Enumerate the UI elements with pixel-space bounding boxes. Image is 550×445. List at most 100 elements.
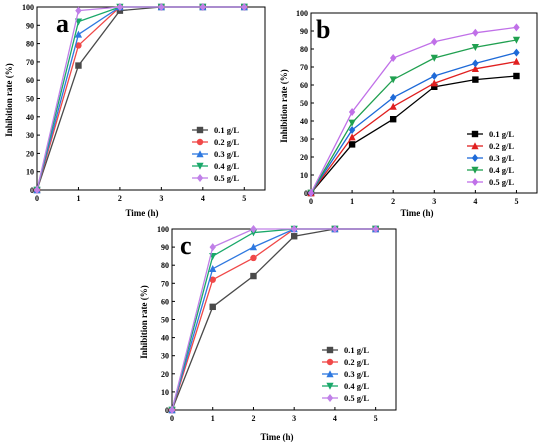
y-tick-label: 100	[157, 225, 169, 234]
panel-label: a	[56, 9, 69, 38]
legend-item: 0.5 g/L	[467, 177, 514, 187]
data-point	[250, 272, 257, 280]
legend: 0.1 g/L 0.2 g/L 0.3 g/L 0.4 g/L 0.5 g/L	[192, 125, 239, 183]
legend-label: 0.1 g/L	[489, 129, 514, 139]
legend-item: 0.2 g/L	[467, 141, 514, 151]
series-layer	[168, 225, 380, 414]
legend-label: 0.3 g/L	[489, 153, 514, 163]
data-point	[168, 406, 176, 414]
data-point	[249, 243, 258, 251]
series-3	[307, 48, 520, 197]
legend-swatch-marker	[471, 154, 479, 162]
legend-swatch-marker	[326, 346, 334, 354]
series-5	[307, 23, 520, 197]
y-tick-label: 40	[161, 334, 169, 343]
data-point	[431, 37, 438, 46]
x-tick-label: 1	[76, 194, 80, 203]
data-point	[116, 3, 124, 11]
series-line	[171, 228, 376, 411]
data-point	[348, 108, 356, 116]
data-point	[430, 79, 438, 87]
legend-label: 0.1 g/L	[214, 125, 239, 135]
y-tick-label: 20	[161, 370, 169, 379]
legend-swatch-marker	[196, 162, 204, 170]
data-point	[431, 72, 438, 80]
data-point	[512, 57, 521, 65]
legend-swatch-marker	[196, 174, 204, 182]
x-tick-label: 1	[350, 197, 354, 206]
legend-item: 0.4 g/L	[322, 381, 369, 391]
x-axis-label: Time (h)	[125, 208, 158, 218]
x-tick-label: 3	[432, 197, 436, 206]
data-point	[389, 102, 397, 110]
data-point	[348, 119, 356, 127]
y-tick-label: 50	[161, 316, 169, 325]
series-line	[310, 39, 517, 194]
x-tick-label: 5	[242, 194, 246, 203]
y-tick-label: 100	[22, 3, 34, 12]
chart-panel-a: a Time (h) Inhibition rate (%) 0 1 2 3 4 5010…	[4, 3, 266, 218]
legend-swatch-marker	[471, 142, 479, 150]
data-point	[33, 186, 41, 194]
legend-swatch-marker	[471, 166, 479, 174]
data-point	[331, 225, 339, 233]
data-point	[74, 30, 83, 38]
legend-item: 0.5 g/L	[192, 173, 239, 183]
x-tick-label: 4	[473, 197, 477, 206]
data-point	[348, 126, 356, 134]
legend: 0.1 g/L 0.2 g/L 0.3 g/L 0.4 g/L 0.5 g/L	[322, 345, 369, 403]
data-point	[199, 3, 207, 11]
x-tick-label: 0	[35, 194, 39, 203]
y-tick-label: 70	[161, 279, 169, 288]
y-tick-label: 70	[300, 63, 308, 72]
x-tick-label: 1	[211, 414, 215, 423]
data-point	[209, 243, 216, 252]
legend-item: 0.4 g/L	[467, 165, 514, 175]
y-axis-label: Inhibition rate (%)	[4, 63, 14, 137]
y-tick-label: 40	[300, 117, 308, 126]
data-point	[209, 303, 216, 311]
y-tick-label: 30	[300, 135, 308, 144]
x-tick-label: 0	[309, 197, 313, 206]
x-tick-label: 5	[374, 414, 378, 423]
legend-label: 0.5 g/L	[214, 173, 239, 183]
data-point	[348, 133, 356, 141]
legend-label: 0.2 g/L	[344, 357, 369, 367]
data-point	[75, 62, 82, 69]
y-tick-label: 0	[30, 186, 34, 195]
series-line	[36, 6, 245, 191]
data-point	[372, 225, 379, 233]
legend-swatch-marker	[326, 382, 334, 390]
y-tick-label: 20	[300, 153, 308, 162]
data-point	[75, 6, 82, 15]
y-tick-label: 60	[300, 81, 308, 90]
legend-swatch-marker	[196, 150, 204, 158]
data-point	[209, 265, 217, 273]
data-point	[472, 28, 479, 37]
y-tick-label: 90	[161, 243, 169, 252]
legend-label: 0.2 g/L	[489, 141, 514, 151]
y-tick-label: 10	[161, 388, 169, 397]
series-layer	[33, 3, 248, 194]
data-point	[241, 3, 248, 11]
legend-swatch-marker	[471, 178, 479, 186]
data-point	[430, 54, 438, 62]
x-tick-label: 3	[292, 414, 296, 423]
legend-swatch-marker	[326, 370, 334, 378]
y-tick-label: 100	[296, 9, 308, 18]
legend-item: 0.5 g/L	[322, 393, 369, 403]
data-point	[431, 83, 438, 90]
data-point	[513, 23, 520, 32]
legend-item: 0.1 g/L	[467, 129, 514, 139]
x-tick-label: 5	[514, 197, 518, 206]
y-tick-label: 60	[26, 76, 34, 85]
y-tick-label: 40	[26, 113, 34, 122]
x-tick-label: 4	[201, 194, 205, 203]
legend-label: 0.5 g/L	[344, 393, 369, 403]
data-point	[290, 233, 298, 240]
data-point	[513, 48, 520, 57]
legend-item: 0.3 g/L	[467, 153, 514, 163]
legend-label: 0.4 g/L	[214, 161, 239, 171]
